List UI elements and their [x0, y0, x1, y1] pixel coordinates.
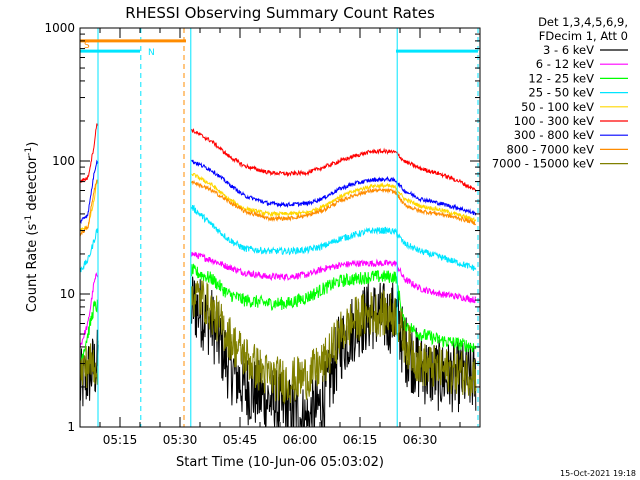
x-tick-label: 05:30: [163, 433, 198, 447]
series-line: [191, 179, 477, 226]
flag-label: S: [84, 41, 90, 51]
legend: Det 1,3,4,5,6,9, FDecim 1, Att 0 3 - 6 k…: [492, 15, 628, 171]
x-tick-label: 05:45: [223, 433, 258, 447]
series-line: [79, 179, 99, 237]
y-axis-label-superscript: -1: [24, 147, 34, 156]
series-line: [79, 159, 99, 225]
series-300-800kev: [79, 159, 477, 225]
series-25-50kev: [79, 204, 477, 273]
series-800-7000kev: [79, 179, 477, 237]
legend-label: 300 - 800 keV: [514, 128, 594, 142]
series-line: [79, 227, 99, 273]
x-tick-label: 06:00: [283, 433, 318, 447]
y-tick-label: 100: [52, 154, 75, 168]
series-line: [191, 159, 477, 216]
x-tick-label: 05:15: [103, 433, 138, 447]
y-axis-label: Count Rate (s-1 detector-1): [24, 142, 40, 313]
y-tick-label: 10: [60, 287, 75, 301]
legend-label: 3 - 6 keV: [543, 43, 594, 57]
legend-label: 800 - 7000 keV: [506, 142, 594, 156]
legend-label: 100 - 300 keV: [514, 114, 594, 128]
legend-label: 12 - 25 keV: [528, 71, 594, 85]
series-7000-15000kev: [79, 280, 477, 404]
series-line: [79, 272, 99, 349]
x-tick-label: 06:30: [403, 433, 438, 447]
flag-label: N: [148, 48, 155, 58]
series-6-12kev: [79, 251, 477, 349]
y-axis-label-superscript: -1: [24, 215, 34, 224]
legend-label: 6 - 12 keV: [536, 57, 594, 71]
series-line: [191, 128, 477, 193]
x-tick-label: 06:15: [343, 433, 378, 447]
series-line: [191, 280, 477, 404]
series-layer: [79, 123, 477, 428]
series-line: [79, 123, 99, 183]
y-tick-label: 1000: [44, 21, 75, 35]
chart-title: RHESSI Observing Summary Count Rates: [125, 4, 435, 22]
series-line: [191, 263, 477, 353]
series-line: [79, 340, 99, 389]
y-axis-label-part: detector: [25, 155, 40, 215]
footer-date: 15-Oct-2021 19:18: [560, 469, 636, 478]
y-axis-label-part: ): [25, 142, 40, 147]
series-line: [191, 204, 477, 271]
legend-label: 7000 - 15000 keV: [492, 157, 594, 171]
legend-header-line: FDecim 1, Att 0: [539, 29, 628, 43]
flag-layer: SN: [80, 28, 479, 427]
legend-label: 50 - 100 keV: [521, 100, 594, 114]
x-axis-label: Start Time (10-Jun-06 05:03:02): [176, 455, 384, 470]
tick-layer: 1 10 100 1000 05:15 05:30 05:45 06:00 06:15 06:30: [44, 21, 480, 447]
legend-header-line: Det 1,3,4,5,6,9,: [538, 15, 628, 29]
series-100-300kev: [79, 123, 477, 193]
y-tick-label: 1: [67, 420, 75, 434]
series-line: [191, 251, 477, 304]
legend-label: 25 - 50 keV: [528, 86, 594, 100]
y-axis-label-part: Count Rate (s: [25, 224, 40, 313]
series-line: [79, 178, 99, 232]
